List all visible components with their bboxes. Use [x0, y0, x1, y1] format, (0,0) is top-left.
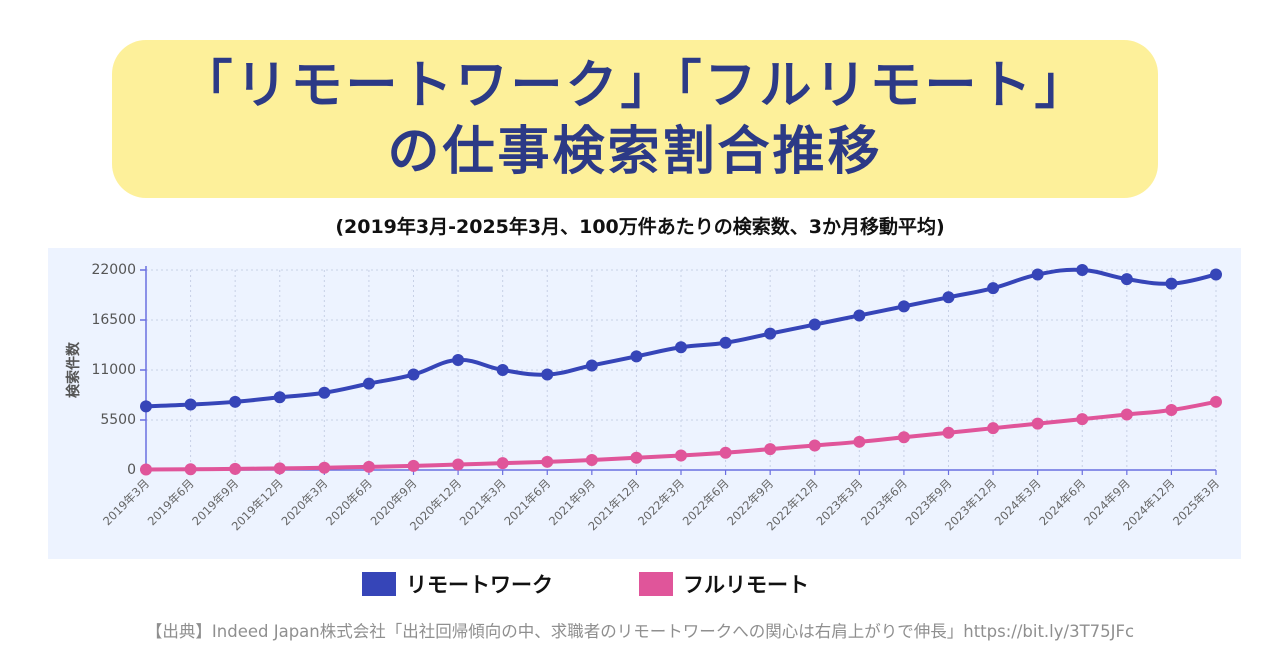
- data-point-full-remote: [1120, 408, 1133, 421]
- title-banner: 「リモートワーク」「フルリモート」 の仕事検索割合推移: [112, 40, 1158, 198]
- data-point-remote: [764, 327, 777, 340]
- legend-label-remote: リモートワーク: [406, 573, 553, 597]
- data-point-remote: [987, 282, 1000, 295]
- chart-subtitle: (2019年3月-2025年3月、100万件あたりの検索数、3か月移動平均): [335, 216, 945, 238]
- x-tick-label: 2021年6月: [501, 476, 553, 528]
- data-point-remote: [630, 350, 643, 363]
- data-point-remote: [719, 336, 732, 349]
- data-point-full-remote: [719, 446, 732, 459]
- data-point-remote: [496, 364, 509, 376]
- data-point-remote: [541, 368, 554, 381]
- y-tick-label: 0: [127, 462, 136, 478]
- legend-swatch-remote: [362, 572, 396, 596]
- data-point-full-remote: [675, 449, 687, 462]
- data-point-full-remote: [362, 460, 375, 473]
- data-point-full-remote: [407, 459, 420, 472]
- data-point-remote: [897, 300, 910, 313]
- data-point-remote: [407, 368, 420, 381]
- data-point-remote: [140, 400, 152, 413]
- x-tick-label: 2024年3月: [992, 476, 1044, 528]
- x-tick-label: 2022年6月: [680, 476, 732, 528]
- data-point-remote: [942, 291, 955, 304]
- data-point-full-remote: [1210, 395, 1222, 408]
- data-point-remote: [229, 395, 242, 408]
- x-tick-label: 2023年6月: [858, 476, 910, 528]
- x-tick-label: 2024年6月: [1036, 476, 1088, 528]
- data-point-full-remote: [764, 443, 777, 456]
- y-axis-label: 検索件数: [65, 341, 82, 398]
- x-tick-label: 2022年3月: [635, 476, 687, 528]
- data-point-full-remote: [541, 455, 554, 468]
- data-point-full-remote: [987, 422, 1000, 435]
- data-point-full-remote: [229, 462, 242, 475]
- data-point-remote: [1165, 277, 1178, 290]
- data-point-full-remote: [897, 431, 910, 444]
- data-point-full-remote: [318, 461, 331, 474]
- data-point-full-remote: [452, 458, 465, 471]
- data-point-full-remote: [1031, 417, 1044, 430]
- legend: リモートワーク フルリモート: [0, 569, 1280, 599]
- data-point-full-remote: [585, 454, 598, 466]
- data-point-full-remote: [140, 463, 152, 476]
- data-point-full-remote: [184, 463, 197, 476]
- data-point-remote: [273, 391, 286, 404]
- legend-item-full-remote: フルリモート: [639, 569, 809, 599]
- data-point-full-remote: [808, 439, 821, 452]
- data-point-remote: [184, 398, 197, 411]
- x-tick-label: 2020年3月: [278, 476, 330, 528]
- data-point-remote: [1031, 268, 1044, 281]
- data-point-remote: [675, 341, 687, 354]
- data-point-remote: [808, 318, 821, 331]
- data-point-remote: [853, 309, 866, 322]
- data-point-full-remote: [273, 462, 286, 475]
- legend-item-remote: リモートワーク: [362, 569, 553, 599]
- x-tick-label: 2019年3月: [100, 476, 152, 528]
- source-citation: 【出典】Indeed Japan株式会社「出社回帰傾向の中、求職者のリモートワー…: [145, 622, 1135, 641]
- x-tick-label: 2025年3月: [1170, 476, 1222, 528]
- data-point-remote: [1120, 273, 1133, 286]
- data-point-full-remote: [1165, 404, 1178, 416]
- x-tick-label: 2021年3月: [457, 476, 509, 528]
- legend-label-full-remote: フルリモート: [683, 573, 809, 597]
- x-tick-label: 2020年6月: [323, 476, 375, 528]
- data-point-full-remote: [1076, 413, 1089, 426]
- plot-area: 0 5500 11000 16500 22000 検索件数 2019年3月 2019年6月 20…: [48, 248, 1241, 559]
- data-point-remote: [362, 377, 375, 390]
- data-point-full-remote: [630, 451, 643, 464]
- legend-swatch-full-remote: [639, 572, 673, 596]
- x-tick-label: 2019年6月: [145, 476, 197, 528]
- data-point-remote: [318, 386, 331, 399]
- x-tick-label: 2023年3月: [813, 476, 865, 528]
- data-point-remote: [452, 354, 465, 366]
- data-point-full-remote: [496, 457, 509, 470]
- data-point-full-remote: [942, 426, 955, 439]
- y-tick-label: 22000: [91, 262, 136, 278]
- data-point-remote: [1076, 264, 1089, 276]
- y-tick-label: 16500: [91, 312, 136, 328]
- y-tick-label: 11000: [91, 362, 136, 378]
- data-point-remote: [585, 359, 598, 372]
- data-point-full-remote: [853, 435, 866, 448]
- data-point-remote: [1210, 268, 1222, 281]
- page-title-line1: 「リモートワーク」「フルリモート」: [180, 56, 1090, 116]
- page-title-line2: の仕事検索割合推移: [387, 122, 883, 182]
- y-tick-label: 5500: [100, 412, 136, 428]
